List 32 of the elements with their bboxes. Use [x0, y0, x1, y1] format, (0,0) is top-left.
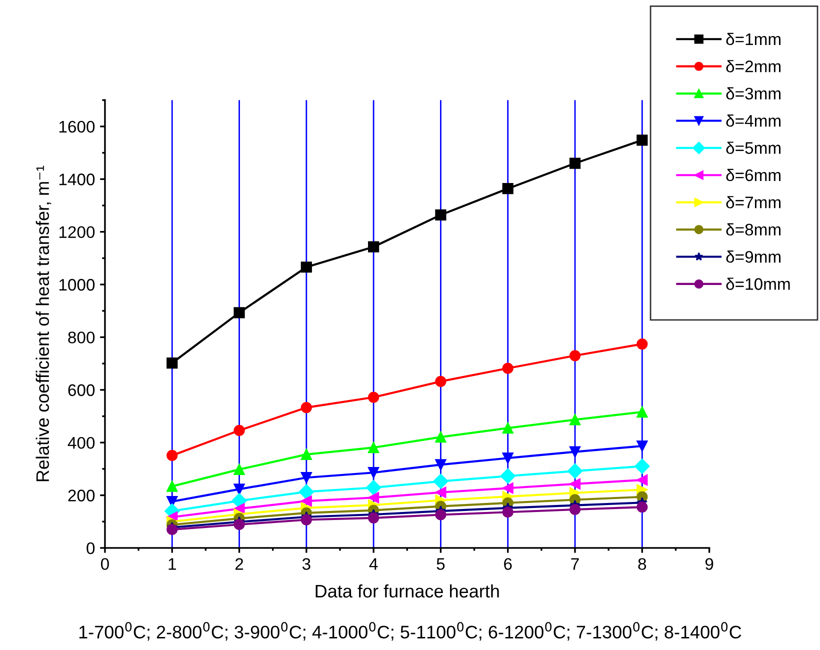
y-axis-title: Relative coefficient of heat transfer, m⁻¹ — [36, 166, 52, 482]
y-tick-label: 800 — [68, 332, 95, 344]
y-tick-label: 400 — [68, 436, 95, 449]
x-tick-label: 5 — [436, 558, 445, 570]
legend-label: δ=2mm — [726, 60, 780, 72]
y-tick-label: 200 — [68, 490, 95, 502]
legend-label: δ=10mm — [726, 278, 790, 290]
x-tick-label: 9 — [705, 558, 714, 570]
legend-label: δ=5mm — [726, 142, 780, 154]
x-tick-label: 2 — [235, 558, 244, 570]
x-tick-label: 4 — [369, 558, 378, 570]
y-tick-label: 1000 — [59, 278, 95, 291]
legend-label: δ=3mm — [726, 87, 780, 100]
x-tick-label: 0 — [100, 558, 109, 570]
x-tick-label: 1 — [168, 558, 176, 570]
x-tick-label: 8 — [638, 558, 646, 570]
y-tick-label: 1400 — [59, 174, 95, 186]
y-tick-label: 1200 — [59, 226, 95, 238]
legend-label: δ=6mm — [726, 168, 780, 182]
legend-label: δ=1mm — [726, 32, 780, 46]
legend-label: δ=4mm — [726, 114, 780, 127]
x-tick-label: 3 — [302, 558, 310, 570]
y-tick-label: 1600 — [59, 120, 95, 133]
y-tick-label: 600 — [68, 384, 95, 396]
legend-label: δ=8mm — [726, 223, 780, 236]
legend-label: δ=7mm — [726, 196, 780, 208]
x-tick-label: 6 — [504, 558, 512, 570]
x-tick-label: 7 — [571, 558, 579, 570]
y-tick-label: 0 — [86, 542, 95, 554]
legend-label: δ=9mm — [726, 250, 780, 263]
text: 1-700$^{0}$C; 2-800$^{0}$C; 3-900$^{0}$C; 4-1000$^{0}$C; 5-1100$^{0}$C; 6-1200$^{0}$C; 7-1300$^{0}$C; 8-1400$^{0}$C — [79, 622, 742, 641]
x-axis-title: Data for furnace hearth — [316, 584, 499, 598]
